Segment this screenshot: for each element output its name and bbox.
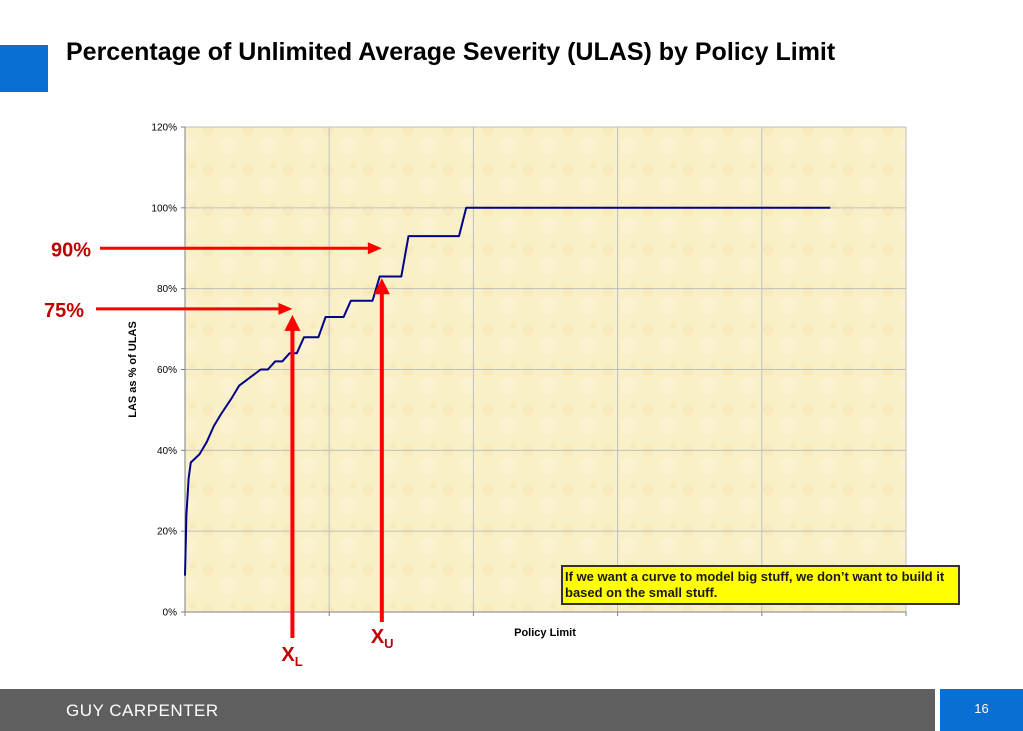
- y-tick-label: 20%: [157, 527, 177, 538]
- arrow-xu-head: [373, 278, 390, 295]
- y-tick-label: 120%: [151, 123, 177, 134]
- x-upper-base: X: [371, 626, 385, 648]
- x-upper-label: XU: [371, 626, 394, 651]
- x-lower-base: X: [281, 644, 295, 666]
- x-axis-label: Policy Limit: [514, 627, 576, 639]
- axes: [184, 127, 906, 613]
- y-tick-label: 80%: [157, 284, 177, 295]
- title-accent-block: [0, 45, 48, 92]
- x-lower-label: XL: [281, 644, 302, 669]
- page-number: 16: [974, 701, 989, 716]
- footer-page-box: 16: [940, 689, 1023, 731]
- x-upper-subscript: U: [384, 636, 393, 651]
- y-tick-label: 60%: [157, 365, 177, 376]
- arrow-75-head: [278, 302, 293, 315]
- x-lower-subscript: L: [295, 654, 303, 669]
- series-group: [184, 206, 831, 576]
- y-tick-label: 100%: [151, 203, 177, 214]
- y-tick-label: 0%: [163, 608, 178, 619]
- arrow-xl-head: [284, 314, 301, 331]
- callout-box: If we want a curve to model big stuff, w…: [561, 565, 960, 605]
- series-line: [184, 206, 831, 576]
- footer-brand: GUY CARPENTER: [66, 701, 219, 720]
- y-tick-labels: 0% 20% 40% 60% 80% 100% 120%: [151, 123, 177, 619]
- slide-title: Percentage of Unlimited Average Severity…: [66, 38, 836, 66]
- footer-bar: GUY CARPENTER: [0, 689, 935, 731]
- label-90-percent: 90%: [51, 239, 91, 261]
- y-axis-label: LAS as % of ULAS: [127, 321, 139, 418]
- arrow-90-head: [367, 242, 382, 255]
- y-tick-label: 40%: [157, 446, 177, 457]
- label-75-percent: 75%: [44, 300, 84, 322]
- annotation-arrows: [96, 242, 390, 638]
